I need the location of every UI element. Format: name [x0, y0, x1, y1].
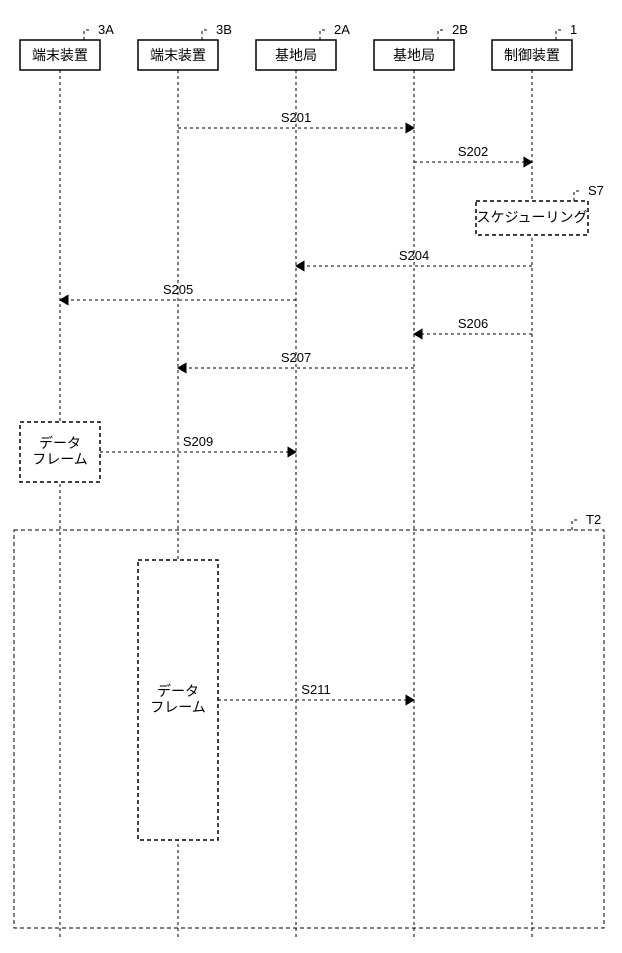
sequence-diagram: T2 端末装置 3A 端末装置 3B 基地局 2A 基地局 2B 制御装置 1 スケジューリングS7 デ…	[0, 0, 622, 953]
lifeline-ll-2a: 基地局 2A	[256, 22, 350, 940]
message-label: S207	[281, 350, 311, 365]
lifeline-label: 制御装置	[504, 47, 560, 63]
m-s205: S205	[60, 282, 296, 300]
lifeline-tag: 2A	[334, 22, 350, 37]
lifeline-label: 端末装置	[32, 47, 88, 63]
message-label: S206	[458, 316, 488, 331]
note-df2: データフレーム	[138, 560, 218, 840]
lifeline-ll-2b: 基地局 2B	[374, 22, 468, 940]
interaction-region	[14, 530, 604, 928]
lifeline-tag: 3A	[98, 22, 114, 37]
note-s7: スケジューリングS7	[476, 183, 604, 235]
m-s202: S202	[414, 144, 532, 162]
note-text: データフレーム	[32, 435, 88, 467]
m-s211: S211	[218, 682, 414, 700]
lifeline-tag: 1	[570, 22, 577, 37]
message-label: S211	[301, 682, 330, 697]
note-text: スケジューリング	[476, 209, 587, 225]
lifeline-label: 基地局	[393, 47, 435, 63]
lifeline-label: 端末装置	[150, 47, 206, 63]
note-tag: S7	[588, 183, 604, 198]
lifeline-label: 基地局	[275, 47, 317, 63]
lifeline-ll-1: 制御装置 1	[492, 22, 577, 940]
note-df1: データフレーム	[20, 422, 100, 482]
lifeline-tag: 3B	[216, 22, 232, 37]
m-s209: S209	[100, 434, 296, 452]
message-label: S204	[399, 248, 429, 263]
m-s206: S206	[414, 316, 532, 334]
note-text: データフレーム	[150, 683, 206, 715]
message-label: S201	[281, 110, 311, 125]
message-label: S202	[458, 144, 488, 159]
lifeline-tag: 2B	[452, 22, 468, 37]
message-label: S209	[183, 434, 213, 449]
region-tag: T2	[586, 512, 601, 527]
message-label: S205	[163, 282, 193, 297]
